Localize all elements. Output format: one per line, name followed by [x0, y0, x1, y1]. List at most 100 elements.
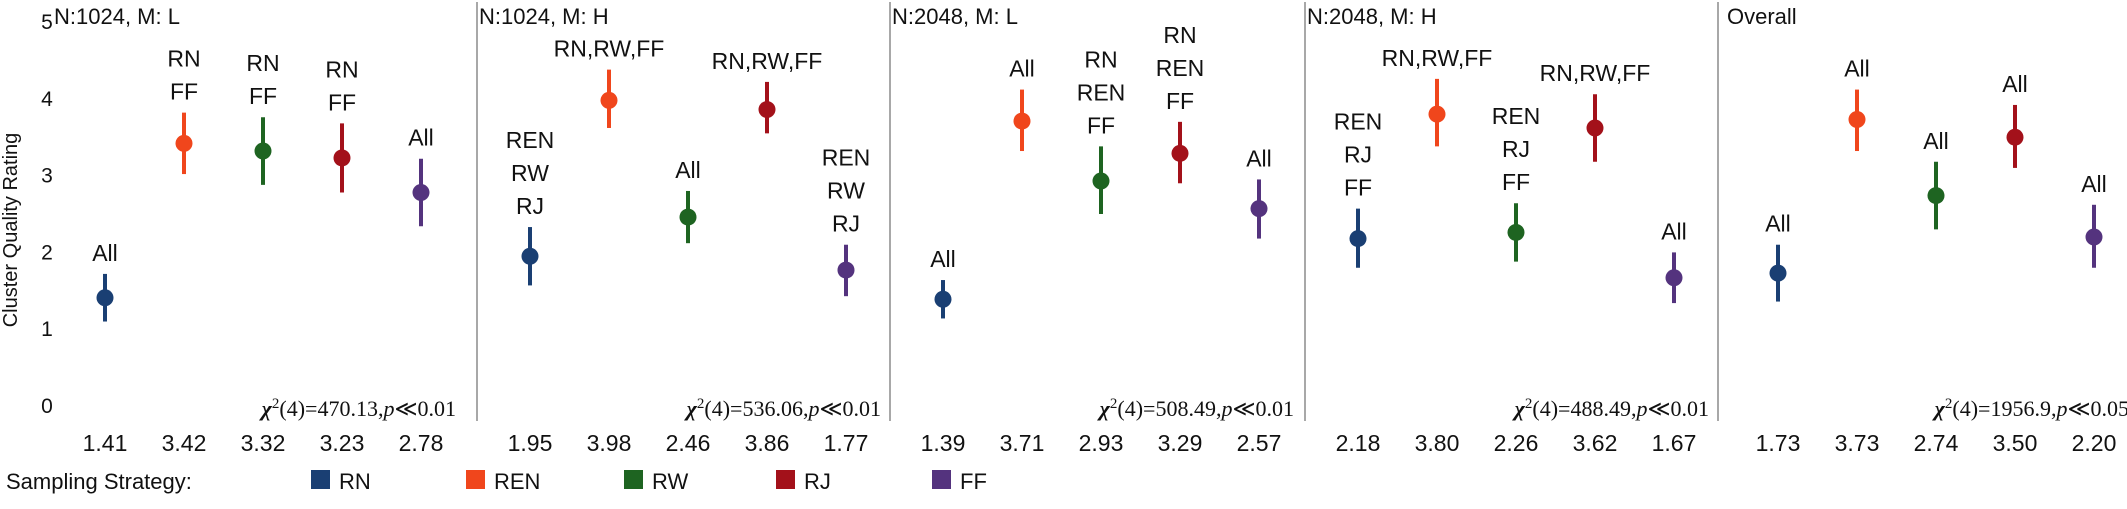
mean-marker: [679, 208, 697, 226]
significance-label: All: [2002, 71, 2028, 97]
significance-label: FF: [1502, 169, 1530, 195]
data-point-ff: All 2.57: [1237, 145, 1282, 456]
data-point-ren: RN,RW,FF 3.80: [1382, 45, 1493, 456]
significance-label: All: [1844, 56, 1870, 82]
significance-label: REN: [1156, 55, 1205, 81]
panel-title: Overall: [1727, 4, 1797, 29]
significance-label: All: [2081, 171, 2107, 197]
panel: N:2048, M: H χ2(4)=488.49,p≪0.01 REN RJ FF 2.…: [1307, 4, 1709, 456]
significance-label: FF: [1166, 88, 1194, 114]
mean-marker: [837, 261, 855, 279]
y-tick-label: 5: [41, 11, 53, 34]
legend-swatch: [624, 470, 643, 489]
panel-title: N:1024, M: L: [54, 4, 180, 29]
significance-label: REN: [1077, 79, 1126, 105]
y-axis-ticks: 0 1 2 3 4 5: [41, 11, 53, 418]
significance-label: All: [1661, 218, 1687, 244]
significance-label: REN: [1492, 103, 1541, 129]
mean-marker: [254, 142, 272, 160]
data-point-rj: All 3.50: [1993, 71, 2038, 456]
y-tick-label: 1: [41, 318, 53, 341]
significance-label: All: [92, 240, 118, 266]
mean-value-label: 2.78: [399, 430, 444, 456]
mean-value-label: 3.32: [241, 430, 286, 456]
mean-value-label: 3.42: [162, 430, 207, 456]
mean-marker: [1507, 223, 1525, 241]
mean-marker: [1092, 172, 1110, 190]
data-point-ff: All 2.78: [399, 125, 444, 456]
mean-marker: [175, 134, 193, 152]
significance-label: RN: [246, 50, 279, 76]
y-tick-label: 0: [41, 395, 53, 418]
significance-label: RN,RW,FF: [554, 36, 665, 62]
mean-marker: [1665, 269, 1683, 287]
significance-label: REN: [1334, 109, 1383, 135]
significance-label: FF: [1344, 175, 1372, 201]
significance-label: All: [1246, 145, 1272, 171]
mean-marker: [1769, 264, 1787, 282]
mean-value-label: 2.93: [1079, 430, 1124, 456]
mean-value-label: 3.50: [1993, 430, 2038, 456]
mean-marker: [412, 183, 430, 201]
mean-value-label: 1.67: [1652, 430, 1697, 456]
significance-label: RJ: [516, 193, 544, 219]
legend-item-rj: RJ: [776, 469, 831, 494]
legend-swatch: [311, 470, 330, 489]
data-point-ff: All 2.20: [2072, 171, 2117, 456]
y-tick-label: 2: [41, 241, 53, 264]
significance-label: RW: [511, 160, 549, 186]
legend-title: Sampling Strategy:: [6, 469, 192, 494]
legend-swatch: [932, 470, 951, 489]
mean-value-label: 2.20: [2072, 430, 2117, 456]
data-point-rn: All 1.41: [83, 240, 128, 456]
panel: N:1024, M: H χ2(4)=536.06,p≪0.01 REN RW RJ 1.…: [479, 4, 881, 456]
mean-marker: [1171, 144, 1189, 162]
mean-value-label: 2.18: [1336, 430, 1381, 456]
significance-label: All: [1765, 211, 1791, 237]
y-tick-label: 3: [41, 165, 53, 188]
legend-swatch: [466, 470, 485, 489]
y-axis-label: Cluster Quality Rating: [0, 133, 22, 328]
data-point-ren: RN FF 3.42: [162, 46, 207, 456]
data-point-ff: All 1.67: [1652, 218, 1697, 456]
mean-value-label: 2.46: [666, 430, 711, 456]
legend-item-rn: RN: [311, 469, 371, 494]
legend-swatch: [776, 470, 795, 489]
data-point-rn: All 1.73: [1756, 211, 1801, 456]
legend-label: RN: [339, 469, 371, 494]
mean-value-label: 3.71: [1000, 430, 1045, 456]
significance-label: All: [675, 157, 701, 183]
data-point-rj: RN FF 3.23: [320, 56, 365, 456]
significance-label: RJ: [1502, 136, 1530, 162]
legend-item-ff: FF: [932, 469, 987, 494]
mean-value-label: 2.74: [1914, 430, 1959, 456]
data-point-rn: REN RJ FF 2.18: [1334, 109, 1383, 456]
mean-marker: [1927, 187, 1945, 205]
mean-marker: [1428, 105, 1446, 123]
data-point-ren: All 3.71: [1000, 56, 1045, 456]
significance-label: All: [1009, 56, 1035, 82]
mean-value-label: 2.26: [1494, 430, 1539, 456]
significance-label: RN: [1084, 46, 1117, 72]
chi-square-statistic: χ2(4)=470.13,p≪0.01: [259, 396, 456, 421]
data-point-rj: RN,RW,FF 3.86: [712, 48, 823, 456]
mean-value-label: 1.41: [83, 430, 128, 456]
mean-value-label: 1.95: [508, 430, 553, 456]
significance-label: All: [930, 246, 956, 272]
data-point-rw: All 2.74: [1914, 128, 1959, 456]
legend-label: RJ: [804, 469, 831, 494]
chi-square-statistic: χ2(4)=488.49,p≪0.01: [1512, 396, 1709, 421]
data-point-rn: All 1.39: [921, 246, 966, 456]
legend-label: RW: [652, 469, 688, 494]
significance-label: RN,RW,FF: [1382, 45, 1493, 71]
legend-item-rw: RW: [624, 469, 688, 494]
data-point-rj: RN,RW,FF 3.62: [1540, 60, 1651, 456]
data-point-ren: RN,RW,FF 3.98: [554, 36, 665, 456]
panel: N:1024, M: L χ2(4)=470.13,p≪0.01 All 1.41 RN…: [54, 4, 456, 456]
panel-title: N:2048, M: H: [1307, 4, 1437, 29]
mean-marker: [934, 290, 952, 308]
mean-value-label: 3.86: [745, 430, 790, 456]
mean-marker: [1013, 112, 1031, 130]
mean-value-label: 3.62: [1573, 430, 1618, 456]
